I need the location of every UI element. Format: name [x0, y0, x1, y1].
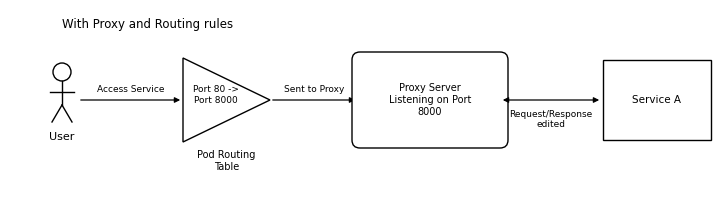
- Text: User: User: [49, 132, 75, 142]
- Text: Request/Response
edited: Request/Response edited: [509, 110, 593, 129]
- Text: Port 80 ->
Port 8000: Port 80 -> Port 8000: [193, 85, 239, 105]
- Text: Access Service: Access Service: [97, 85, 164, 94]
- FancyBboxPatch shape: [352, 52, 508, 148]
- Text: Sent to Proxy: Sent to Proxy: [284, 85, 344, 94]
- Text: Pod Routing
Table: Pod Routing Table: [197, 150, 256, 172]
- Text: With Proxy and Routing rules: With Proxy and Routing rules: [62, 18, 233, 31]
- Text: Proxy Server
Listening on Port
8000: Proxy Server Listening on Port 8000: [389, 83, 471, 117]
- Bar: [603, 60, 711, 140]
- Text: Service A: Service A: [632, 95, 681, 105]
